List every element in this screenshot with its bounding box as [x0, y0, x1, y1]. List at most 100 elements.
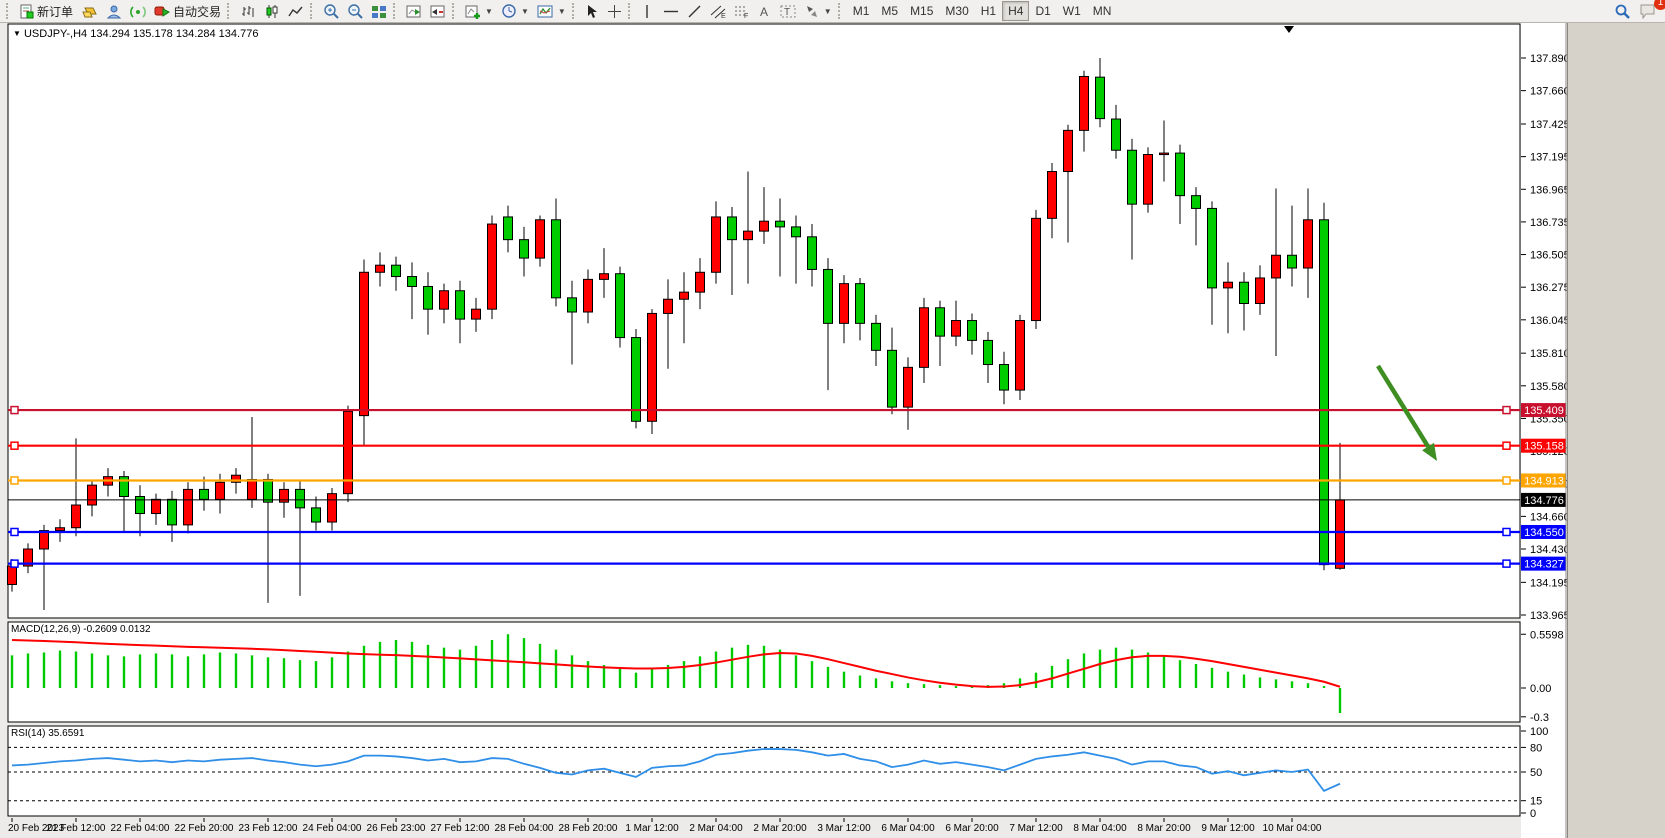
- candle-body: [503, 216, 513, 241]
- hline-134.327[interactable]: [8, 559, 1520, 568]
- hline-handle[interactable]: [10, 559, 19, 568]
- cursor-tool-button[interactable]: [581, 1, 603, 21]
- symbol-dropdown-icon[interactable]: ▼: [13, 29, 21, 38]
- price-badge-134.550-text: 134.550: [1524, 527, 1564, 539]
- hline-handle[interactable]: [1502, 559, 1511, 568]
- chart-canvas[interactable]: 137.890 137.660 137.425 137.195 136.965 136.7…: [0, 23, 1665, 838]
- fibonacci-tool-button[interactable]: F: [730, 1, 754, 21]
- timeframe-button-D1[interactable]: D1: [1029, 1, 1056, 21]
- time-tick-label: 21 Feb 12:00: [47, 823, 106, 834]
- timeframe-button-M15[interactable]: M15: [904, 1, 939, 21]
- candle-body: [1175, 152, 1185, 197]
- templates-button[interactable]: ▼: [533, 1, 570, 21]
- toolbar-grip[interactable]: [393, 3, 398, 19]
- candle-body: [455, 290, 465, 320]
- hline-135.409[interactable]: [8, 405, 1520, 415]
- candle-body: [535, 219, 545, 259]
- hline-handle[interactable]: [10, 527, 19, 537]
- equidistant-channel-tool-button[interactable]: E: [706, 1, 730, 21]
- hline-135.158[interactable]: [8, 441, 1520, 450]
- timeframe-button-M5[interactable]: M5: [875, 1, 904, 21]
- timeframe-button-H4[interactable]: H4: [1002, 1, 1030, 21]
- toolbar-grip[interactable]: [310, 3, 315, 19]
- candle-body: [823, 268, 833, 324]
- time-tick-label: 9 Mar 12:00: [1201, 823, 1255, 834]
- hline-handle[interactable]: [1502, 527, 1511, 537]
- candle-body: [1079, 75, 1089, 131]
- hline-handle[interactable]: [10, 476, 19, 485]
- hline-handle[interactable]: [10, 441, 19, 450]
- hline-handle[interactable]: [1502, 441, 1511, 450]
- scroll-shift-marker-icon[interactable]: [1284, 26, 1294, 33]
- zoom-in-button[interactable]: [319, 1, 343, 21]
- candle-body: [71, 504, 81, 529]
- macd-histogram: [10, 634, 1342, 714]
- vertical-line-tool-button[interactable]: [637, 1, 659, 21]
- candle-body: [1095, 76, 1105, 120]
- line-chart-mode-button[interactable]: [284, 1, 308, 21]
- main-toolbar: 新订单 自动交易 ▼ ▼ ▼: [0, 0, 1665, 23]
- chart-shift-button[interactable]: [426, 1, 450, 21]
- hline-handle[interactable]: [1502, 405, 1511, 415]
- toolbar-grip[interactable]: [627, 3, 633, 19]
- timeframe-button-M1[interactable]: M1: [847, 1, 876, 21]
- toolbar-grip[interactable]: [6, 3, 11, 19]
- horizontal-line-tool-button[interactable]: [659, 1, 683, 21]
- scale-tick-label: 15: [1530, 796, 1542, 808]
- candle-body: [55, 527, 65, 532]
- candle-body: [1047, 171, 1057, 219]
- toolbar-grip[interactable]: [227, 3, 232, 19]
- text-label-tool-button[interactable]: T: [776, 1, 800, 21]
- toolbar-grip[interactable]: [571, 3, 577, 19]
- auto-scroll-button[interactable]: [402, 1, 426, 21]
- search-button[interactable]: [1610, 1, 1635, 21]
- scale-tick-label: 80: [1530, 742, 1542, 754]
- timeframe-toolbar: M1 M5 M15 M30 H1 H4 D1 W1 MN: [847, 1, 1118, 21]
- timeframe-button-MN[interactable]: MN: [1087, 1, 1118, 21]
- arrow-head: [1422, 442, 1437, 462]
- gold-icon: [81, 4, 98, 19]
- hline-134.913[interactable]: [8, 476, 1520, 485]
- timeframe-button-W1[interactable]: W1: [1057, 1, 1087, 21]
- timeframe-button-H1[interactable]: H1: [975, 1, 1002, 21]
- symbol-text: USDJPY-,H4: [23, 28, 88, 40]
- macd-signal-line: [11, 639, 1341, 688]
- candle-chart-mode-button[interactable]: [260, 1, 284, 21]
- timeframe-button-M30[interactable]: M30: [939, 1, 974, 21]
- price-tick-label: 137.890: [1530, 53, 1570, 65]
- bar-chart-mode-button[interactable]: [236, 1, 260, 21]
- arrows-tool-button[interactable]: ▼: [800, 1, 836, 21]
- candle-body: [903, 366, 913, 408]
- time-tick-label: 8 Mar 20:00: [1137, 823, 1191, 834]
- toolbar-grip[interactable]: [452, 3, 457, 19]
- candle-body: [1335, 499, 1345, 569]
- hline-handle[interactable]: [1502, 476, 1511, 485]
- trendline-tool-button[interactable]: [683, 1, 706, 21]
- crosshair-tool-button[interactable]: [603, 1, 626, 21]
- periods-button[interactable]: ▼: [497, 1, 533, 21]
- tile-windows-button[interactable]: [367, 1, 391, 21]
- zoom-out-button[interactable]: [343, 1, 367, 21]
- candle-body: [199, 488, 209, 500]
- hline-handle[interactable]: [10, 405, 19, 415]
- new-chart-button[interactable]: ▼: [461, 1, 497, 21]
- annotation-arrow[interactable]: [1376, 364, 1437, 462]
- price-tick-label: 135.580: [1530, 381, 1570, 393]
- candles-layer: [7, 58, 1345, 611]
- price-tick-label: 136.505: [1530, 250, 1570, 262]
- price-tick-label: 136.275: [1530, 282, 1570, 294]
- chevron-down-icon: ▼: [520, 6, 529, 16]
- toolbar-grip[interactable]: [837, 3, 843, 19]
- new-order-button[interactable]: 新订单: [15, 1, 77, 21]
- text-tool-button[interactable]: A: [754, 1, 776, 21]
- signals-button[interactable]: [126, 1, 150, 21]
- autotrade-button[interactable]: 自动交易: [150, 1, 225, 21]
- hline-134.550[interactable]: [8, 527, 1520, 537]
- candle-body: [551, 219, 561, 299]
- community-button[interactable]: [102, 1, 126, 21]
- scale-tick-label: 0: [1530, 808, 1536, 820]
- candle-body: [231, 474, 241, 483]
- candle-body: [647, 312, 657, 422]
- gold-button[interactable]: [77, 1, 102, 21]
